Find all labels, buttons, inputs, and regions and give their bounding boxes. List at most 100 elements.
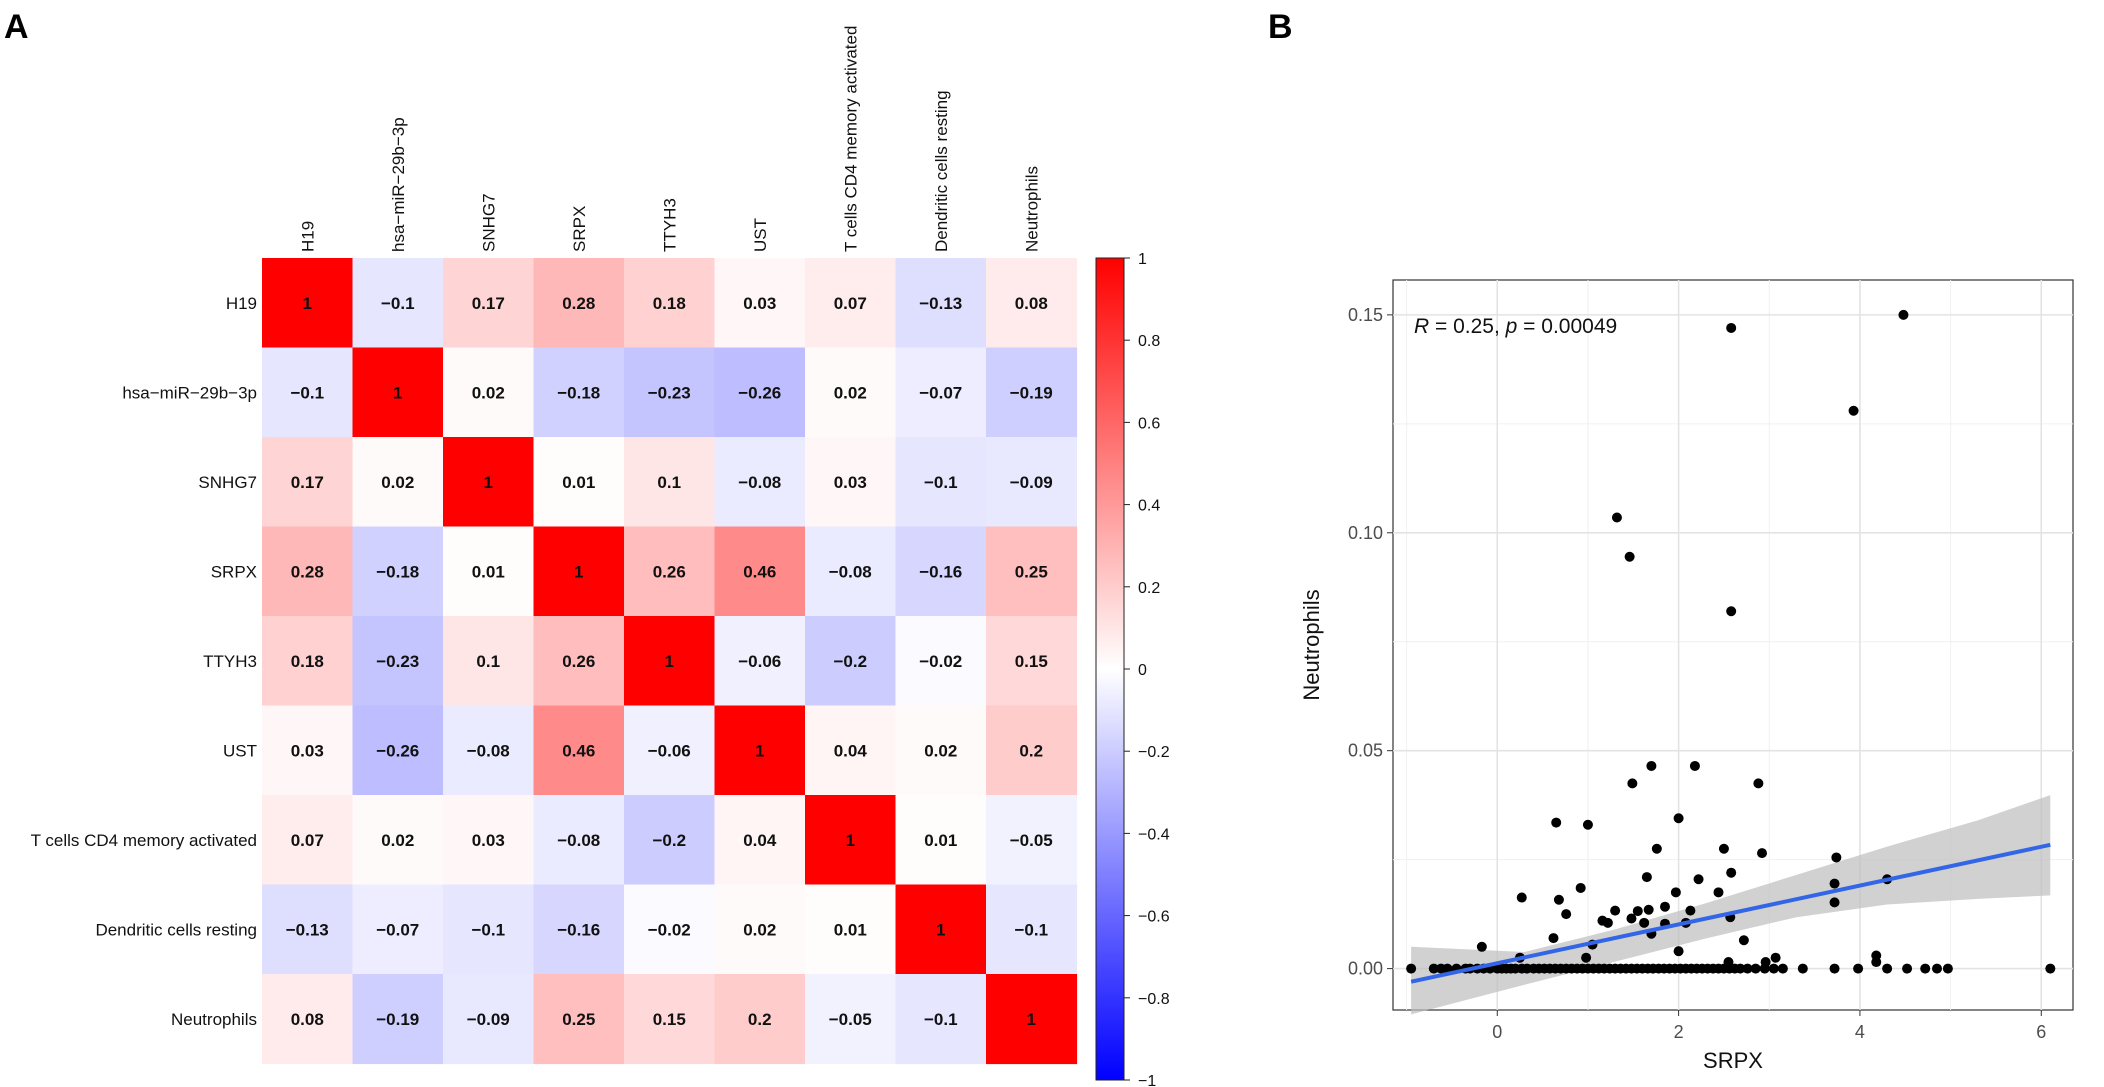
heatmap-column-labels: H19 hsa−miR−29b−3p SNHG7 SRPX TTYH3 UST T cell… bbox=[298, 26, 1041, 252]
heatmap-cell-value: 0.46 bbox=[562, 741, 595, 760]
heatmap-cell bbox=[624, 347, 716, 438]
heatmap-cell bbox=[352, 795, 444, 886]
heatmap-cell-value: 0.28 bbox=[562, 294, 595, 313]
heatmap-cell bbox=[714, 974, 806, 1065]
heatmap-cell bbox=[443, 526, 535, 617]
data-point bbox=[1673, 946, 1684, 957]
heatmap-cell-value: 0.15 bbox=[653, 1010, 686, 1029]
heatmap-cell-value: 0.02 bbox=[381, 831, 414, 850]
heatmap-cell bbox=[986, 258, 1078, 349]
heatmap-cell-value: −0.19 bbox=[376, 1010, 419, 1029]
heatmap-cell bbox=[533, 795, 625, 886]
data-point bbox=[1871, 957, 1882, 968]
confidence-band-group bbox=[1411, 795, 2051, 1015]
heatmap-cell-value: −0.23 bbox=[648, 383, 691, 402]
heatmap-cell bbox=[533, 974, 625, 1065]
heatmap-cell-value: 0.03 bbox=[291, 741, 324, 760]
heatmap-column-label: SNHG7 bbox=[479, 193, 498, 252]
heatmap-cell bbox=[986, 705, 1078, 796]
heatmap-cell-value: 1 bbox=[1027, 1010, 1036, 1029]
heatmap-cell-value: 1 bbox=[846, 831, 855, 850]
heatmap-cell bbox=[443, 795, 535, 886]
data-point bbox=[1768, 963, 1779, 974]
heatmap-cell-value: −0.1 bbox=[290, 383, 324, 402]
heatmap-cell-value: 1 bbox=[484, 473, 493, 492]
heatmap-cell-value: 0.1 bbox=[657, 473, 681, 492]
colorbar-ticks: 1 0.8 0.6 0.4 0.2 0 −0.2 −0.4 −0.6 −0.8 −1 bbox=[1124, 251, 1170, 1087]
heatmap-cell bbox=[443, 974, 535, 1065]
heatmap-cell bbox=[352, 258, 444, 349]
heatmap-cell bbox=[533, 347, 625, 438]
heatmap-cell-value: −0.1 bbox=[924, 473, 958, 492]
heatmap-cell bbox=[805, 616, 897, 707]
colorbar bbox=[1095, 257, 1125, 1081]
heatmap-cell-value: −0.2 bbox=[652, 831, 686, 850]
heatmap-cell bbox=[805, 974, 897, 1065]
data-point bbox=[1726, 322, 1737, 333]
colorbar-tick-label: 0.8 bbox=[1138, 333, 1160, 350]
heatmap-cell-value: 0.07 bbox=[291, 831, 324, 850]
data-point bbox=[1673, 813, 1684, 824]
heatmap-cell bbox=[443, 705, 535, 796]
heatmap-row-label: hsa−miR−29b−3p bbox=[122, 383, 257, 402]
data-point bbox=[1797, 963, 1808, 974]
heatmap-cell bbox=[533, 705, 625, 796]
x-axis-title: SRPX bbox=[1703, 1048, 1763, 1073]
heatmap-row-labels: H19 hsa−miR−29b−3p SNHG7 SRPX TTYH3 UST T cell… bbox=[31, 294, 257, 1029]
data-point bbox=[1548, 933, 1559, 944]
heatmap-cell-value: −0.05 bbox=[1010, 831, 1053, 850]
heatmap-cell-value: −0.26 bbox=[376, 741, 419, 760]
data-point bbox=[1713, 887, 1724, 898]
regression-line bbox=[1410, 842, 2051, 984]
heatmap-cell bbox=[262, 526, 354, 617]
data-point bbox=[1643, 904, 1654, 915]
data-point bbox=[1829, 963, 1840, 974]
heatmap-cell bbox=[262, 347, 354, 438]
panel-label-a: A bbox=[4, 8, 29, 46]
heatmap-cell-value: 0.18 bbox=[291, 652, 324, 671]
heatmap-cell bbox=[624, 437, 716, 528]
heatmap-cell bbox=[624, 526, 716, 617]
panel-label-b: B bbox=[1268, 8, 1293, 46]
heatmap-cell bbox=[262, 795, 354, 886]
heatmap-cell-value: −0.07 bbox=[376, 920, 419, 939]
data-points bbox=[1406, 309, 2056, 974]
heatmap-cell bbox=[895, 974, 987, 1065]
data-point bbox=[1632, 906, 1643, 917]
heatmap-cell bbox=[262, 974, 354, 1065]
heatmap-cell bbox=[624, 974, 716, 1065]
heatmap-cell-value: 1 bbox=[936, 920, 945, 939]
heatmap-cell-value: −0.08 bbox=[557, 831, 600, 850]
data-point bbox=[1406, 963, 1417, 974]
heatmap-cell bbox=[895, 258, 987, 349]
heatmap-cell bbox=[986, 437, 1078, 528]
heatmap-cells: 1 −0.1 0.17 0.28 0.18 0.03 0.07 −0.13 0.08 −0.1 1 0… bbox=[262, 258, 1078, 1065]
data-point bbox=[1829, 897, 1840, 908]
heatmap-cell-value: 0.04 bbox=[743, 831, 777, 850]
data-point bbox=[2045, 963, 2056, 974]
heatmap-cell bbox=[805, 705, 897, 796]
heatmap-cell-value: 0.2 bbox=[1019, 741, 1043, 760]
data-point bbox=[1753, 778, 1764, 789]
heatmap-row-label: TTYH3 bbox=[203, 652, 257, 671]
heatmap-cell-value: −0.16 bbox=[919, 562, 962, 581]
heatmap-row-label: Dendritic cells resting bbox=[95, 920, 257, 939]
heatmap-cell bbox=[986, 795, 1078, 886]
annotation-r-value: = 0.25, bbox=[1429, 315, 1505, 338]
data-point bbox=[1660, 901, 1670, 912]
heatmap-cell-value: 0.28 bbox=[291, 562, 324, 581]
heatmap-cell-value: 0.02 bbox=[743, 920, 776, 939]
heatmap-cell-value: 0.1 bbox=[476, 652, 500, 671]
data-point bbox=[1898, 309, 1909, 320]
annotation-r-symbol: R bbox=[1414, 315, 1429, 338]
heatmap-cell-value: −0.23 bbox=[376, 652, 419, 671]
data-point bbox=[1624, 551, 1635, 562]
heatmap-cell-value: −0.08 bbox=[467, 741, 510, 760]
heatmap-cell bbox=[805, 884, 897, 975]
heatmap-cell bbox=[533, 526, 625, 617]
heatmap-cell bbox=[714, 616, 806, 707]
colorbar-tick-label: −1 bbox=[1138, 1073, 1156, 1087]
data-point bbox=[1611, 512, 1622, 523]
colorbar-tick-label: 0 bbox=[1138, 662, 1147, 679]
heatmap-row-label: UST bbox=[223, 741, 257, 760]
